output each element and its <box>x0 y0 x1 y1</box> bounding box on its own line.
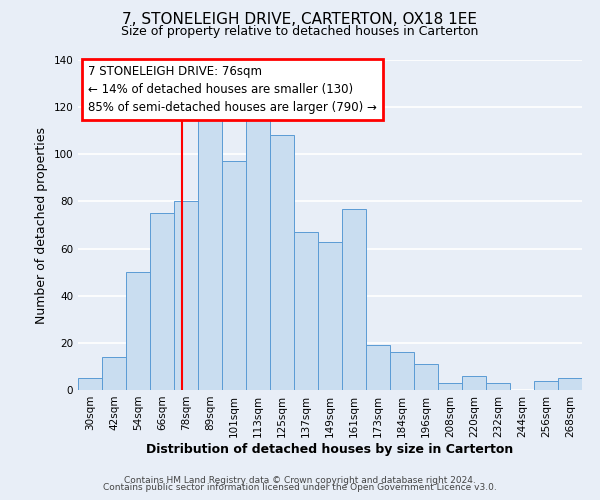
Bar <box>222 162 246 390</box>
Text: Contains HM Land Registry data © Crown copyright and database right 2024.: Contains HM Land Registry data © Crown c… <box>124 476 476 485</box>
Bar <box>486 383 510 390</box>
Bar <box>246 119 270 390</box>
Bar <box>318 242 342 390</box>
Text: Size of property relative to detached houses in Carterton: Size of property relative to detached ho… <box>121 25 479 38</box>
Bar <box>270 136 294 390</box>
Bar <box>462 376 486 390</box>
Bar <box>294 232 318 390</box>
Bar <box>198 112 222 390</box>
Bar <box>366 345 390 390</box>
Bar <box>390 352 414 390</box>
Bar <box>534 380 558 390</box>
Bar <box>414 364 438 390</box>
Bar <box>102 357 126 390</box>
Y-axis label: Number of detached properties: Number of detached properties <box>35 126 48 324</box>
Text: 7, STONELEIGH DRIVE, CARTERTON, OX18 1EE: 7, STONELEIGH DRIVE, CARTERTON, OX18 1EE <box>122 12 478 28</box>
Bar <box>558 378 582 390</box>
Text: 7 STONELEIGH DRIVE: 76sqm
← 14% of detached houses are smaller (130)
85% of semi: 7 STONELEIGH DRIVE: 76sqm ← 14% of detac… <box>88 65 377 114</box>
Bar <box>126 272 150 390</box>
Text: Contains public sector information licensed under the Open Government Licence v3: Contains public sector information licen… <box>103 484 497 492</box>
Bar <box>438 383 462 390</box>
Bar <box>174 202 198 390</box>
X-axis label: Distribution of detached houses by size in Carterton: Distribution of detached houses by size … <box>146 442 514 456</box>
Bar <box>78 378 102 390</box>
Bar <box>342 208 366 390</box>
Bar <box>150 213 174 390</box>
